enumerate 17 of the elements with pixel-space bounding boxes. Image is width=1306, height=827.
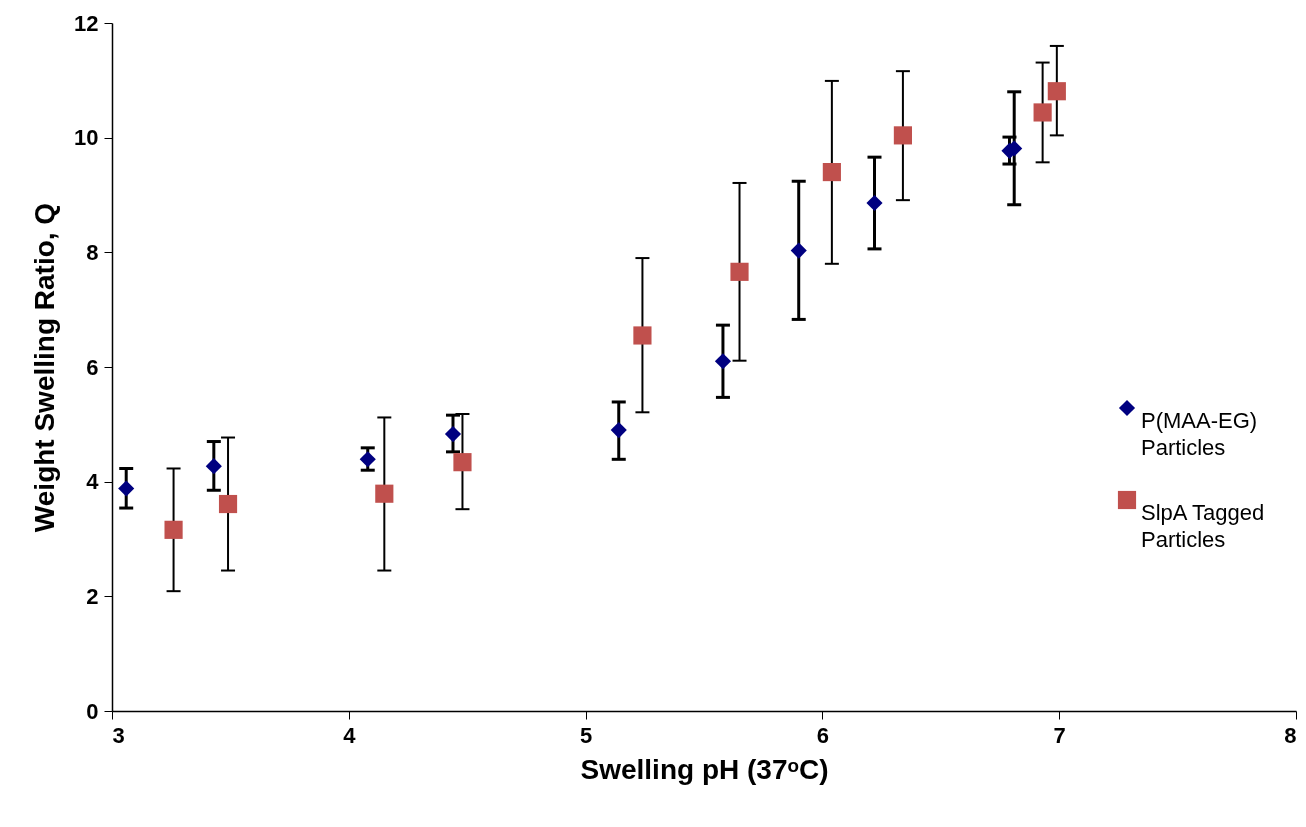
y-tick-label: 2 — [86, 583, 99, 609]
y-axis-title: Weight Swelling Ratio, Q — [29, 202, 61, 533]
y-tick-label: 4 — [86, 469, 100, 495]
x-axis-title: Swelling pH (37ᵒC) — [580, 753, 829, 785]
legend-label: P(MAA-EG) Particles — [1141, 408, 1258, 460]
y-tick-label: 0 — [86, 698, 99, 724]
x-tick-label: 7 — [1053, 722, 1066, 748]
y-tick-label: 6 — [86, 354, 99, 380]
x-tick-label: 5 — [579, 722, 593, 748]
y-tick-label: 10 — [74, 125, 99, 151]
x-tick-label: 8 — [1284, 722, 1297, 748]
y-tick-label: 8 — [86, 239, 99, 265]
x-tick-label: 4 — [343, 722, 357, 748]
x-tick-label: 6 — [816, 722, 830, 748]
legend-label: SlpA Tagged Particles — [1141, 500, 1265, 552]
y-tick-label: 12 — [74, 10, 99, 36]
x-tick-label: 3 — [112, 722, 125, 748]
